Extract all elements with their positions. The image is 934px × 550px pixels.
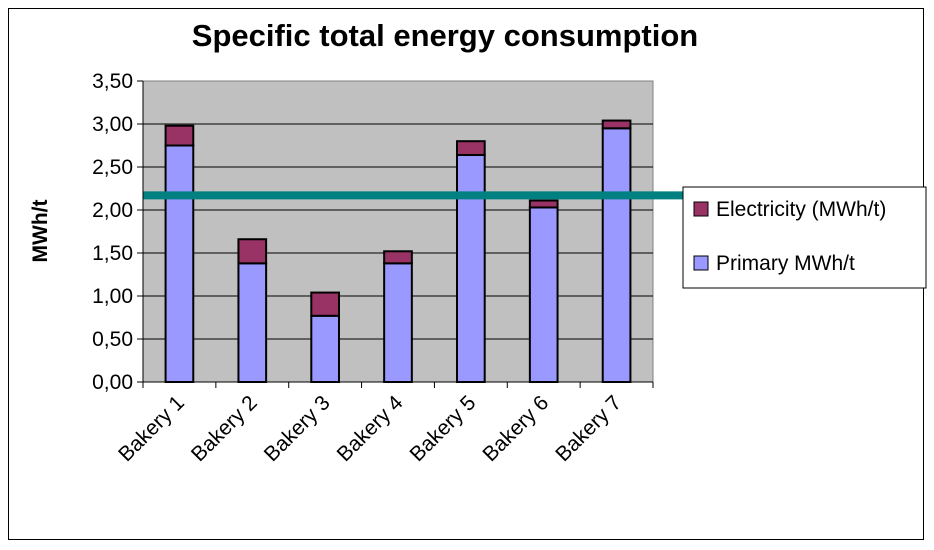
bar-primary	[310, 314, 340, 383]
legend-label-electricity: Electricity (MWh/t)	[716, 198, 886, 221]
y-axis-label: MWh/t	[29, 200, 52, 263]
x-tick-label: Bakery 3	[260, 391, 335, 466]
bar-primary	[164, 144, 195, 383]
bar-primary	[237, 262, 268, 384]
x-tick-label: Bakery 1	[114, 391, 189, 466]
y-tick-label: 0,50	[92, 328, 133, 351]
y-tick-label: 3,50	[92, 70, 133, 93]
x-tick-label: Bakery 7	[551, 391, 626, 466]
bar-electricity	[237, 238, 268, 265]
bar-electricity	[528, 199, 559, 209]
x-tick-label: Bakery 5	[406, 391, 481, 466]
y-axis: 0,00 0,50 1,00 1,50 2,00 2,50 3,00 3,50	[92, 70, 144, 394]
x-tick-label: Bakery 4	[333, 391, 408, 466]
bar-primary	[456, 153, 486, 383]
y-tick-label: 2,00	[92, 199, 133, 222]
legend-box	[682, 186, 927, 289]
bar-electricity	[383, 250, 413, 265]
bars	[164, 119, 632, 384]
bar-primary	[528, 206, 559, 383]
bar-electricity	[456, 140, 486, 156]
y-tick-label: 0,00	[92, 371, 133, 394]
x-tick-label: Bakery 2	[187, 391, 262, 466]
legend-swatch-electricity	[693, 201, 709, 217]
bar-primary	[383, 262, 413, 384]
y-tick-label: 3,00	[92, 113, 133, 136]
legend-swatch-primary	[693, 255, 709, 271]
y-tick-label: 2,50	[92, 156, 133, 179]
legend-label-primary: Primary MWh/t	[716, 252, 855, 275]
legend: Electricity (MWh/t) Primary MWh/t	[682, 186, 927, 289]
x-tick-label: Bakery 6	[478, 391, 553, 466]
y-tick-label: 1,00	[92, 285, 133, 308]
chart-title: Specific total energy consumption	[192, 18, 698, 53]
bar-electricity	[601, 119, 632, 130]
bar-electricity	[164, 124, 195, 147]
bar-electricity	[310, 291, 340, 317]
bar-primary	[601, 127, 632, 383]
y-tick-label: 1,50	[92, 242, 133, 265]
